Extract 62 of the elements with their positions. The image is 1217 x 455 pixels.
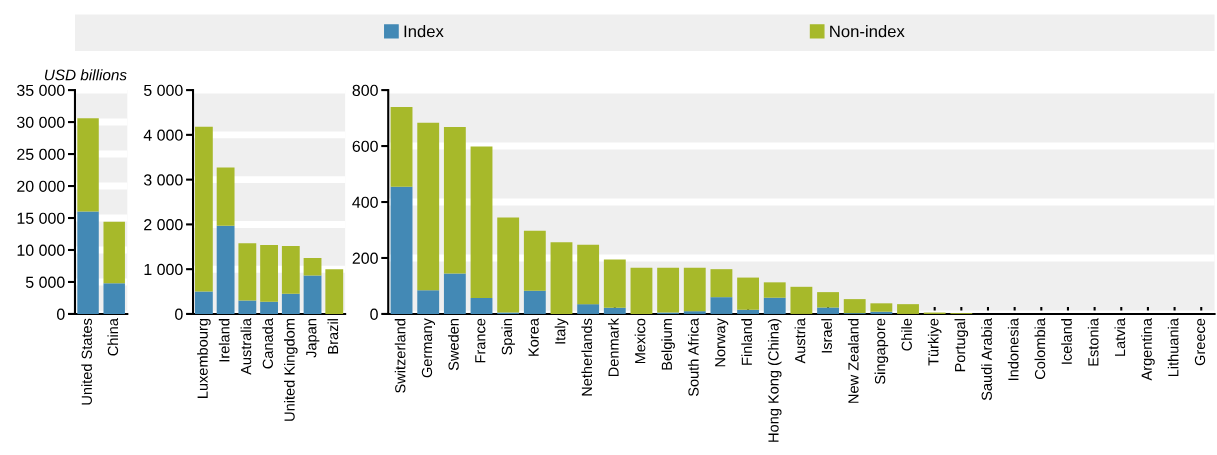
x-tick-label: New Zealand xyxy=(847,319,859,403)
y-tick-label: 15 000 xyxy=(17,212,65,224)
y-tick-label: 25 000 xyxy=(17,148,65,160)
x-tick-label: Luxembourg xyxy=(197,319,211,398)
legend-label: Index xyxy=(404,25,444,38)
y-tick-label: 200 xyxy=(352,252,378,264)
x-tick-label: Sweden xyxy=(448,319,459,371)
y-tick-label: 800 xyxy=(352,84,378,97)
x-tick-label: Mexico xyxy=(634,318,646,364)
x-tick-label: Denmark xyxy=(608,318,619,377)
x-tick-label: Indonesia xyxy=(1007,318,1019,381)
y-tick-label: 2 000 xyxy=(144,219,183,231)
x-tick-label: Singapore xyxy=(874,318,889,384)
y-tick-label: 5 000 xyxy=(25,276,65,288)
x-tick-label: South Africa xyxy=(687,318,699,397)
x-tick-label: Korea xyxy=(528,318,539,356)
x-tick-label: Estonia xyxy=(1087,318,1099,366)
y-tick-label: 0 xyxy=(175,308,183,320)
x-tick-label: France xyxy=(475,318,486,363)
x-tick-label: Greece xyxy=(1194,318,1206,366)
x-tick-label: Netherlands xyxy=(581,318,593,396)
x-tick-label: Portugal xyxy=(954,319,969,372)
y-tick-label: 35 000 xyxy=(17,84,65,97)
x-tick-label: United Kingdom xyxy=(284,319,298,421)
x-tick-label: Japan xyxy=(306,319,320,358)
y-tick-label: 1 000 xyxy=(144,263,183,276)
x-tick-label: Norway xyxy=(715,318,729,367)
y-tick-label: 400 xyxy=(352,196,378,208)
y-tick-label: 3 000 xyxy=(143,174,183,186)
x-tick-label: Belgium xyxy=(661,319,675,370)
y-tick-label: 0 xyxy=(370,308,378,320)
y-tick-label: 600 xyxy=(352,140,378,152)
y-tick-label: 4 000 xyxy=(143,129,183,141)
x-tick-label: Ireland xyxy=(218,319,230,362)
x-tick-label: Lithuania xyxy=(1167,318,1179,377)
x-tick-label: Switzerland xyxy=(394,319,406,393)
x-tick-label: Türkiye xyxy=(927,318,942,366)
y-tick-label: 5 000 xyxy=(143,84,183,97)
x-tick-label: Colombia xyxy=(1034,318,1046,379)
x-tick-label: Italy xyxy=(554,318,569,344)
x-tick-label: China xyxy=(107,318,119,356)
x-tick-label: Hong Kong (China) xyxy=(767,319,782,442)
x-tick-label: Australia xyxy=(240,318,252,375)
x-tick-label: Spain xyxy=(501,319,515,355)
x-tick-label: United States xyxy=(81,318,92,405)
x-tick-label: Israel xyxy=(821,319,832,353)
x-tick-label: Iceland xyxy=(1061,319,1072,364)
y-tick-label: 0 xyxy=(56,308,65,320)
x-tick-label: Brazil xyxy=(327,319,339,354)
y-tick-label: 10 000 xyxy=(17,244,65,256)
x-tick-label: Saudi Arabia xyxy=(981,318,992,401)
y-tick-label: 30 000 xyxy=(17,116,65,129)
legend-label: Non-index xyxy=(830,25,905,38)
y-tick-label: 20 000 xyxy=(17,180,65,192)
x-tick-label: Latvia xyxy=(1114,318,1126,356)
x-tick-label: Finland xyxy=(741,319,752,365)
x-tick-label: Canada xyxy=(262,318,273,369)
x-tick-label: Argentina xyxy=(1141,318,1155,381)
x-tick-label: Austria xyxy=(794,318,806,364)
y-axis-title: USD billions xyxy=(44,69,127,81)
x-tick-label: Chile xyxy=(901,318,912,351)
x-tick-label: Germany xyxy=(421,318,435,378)
